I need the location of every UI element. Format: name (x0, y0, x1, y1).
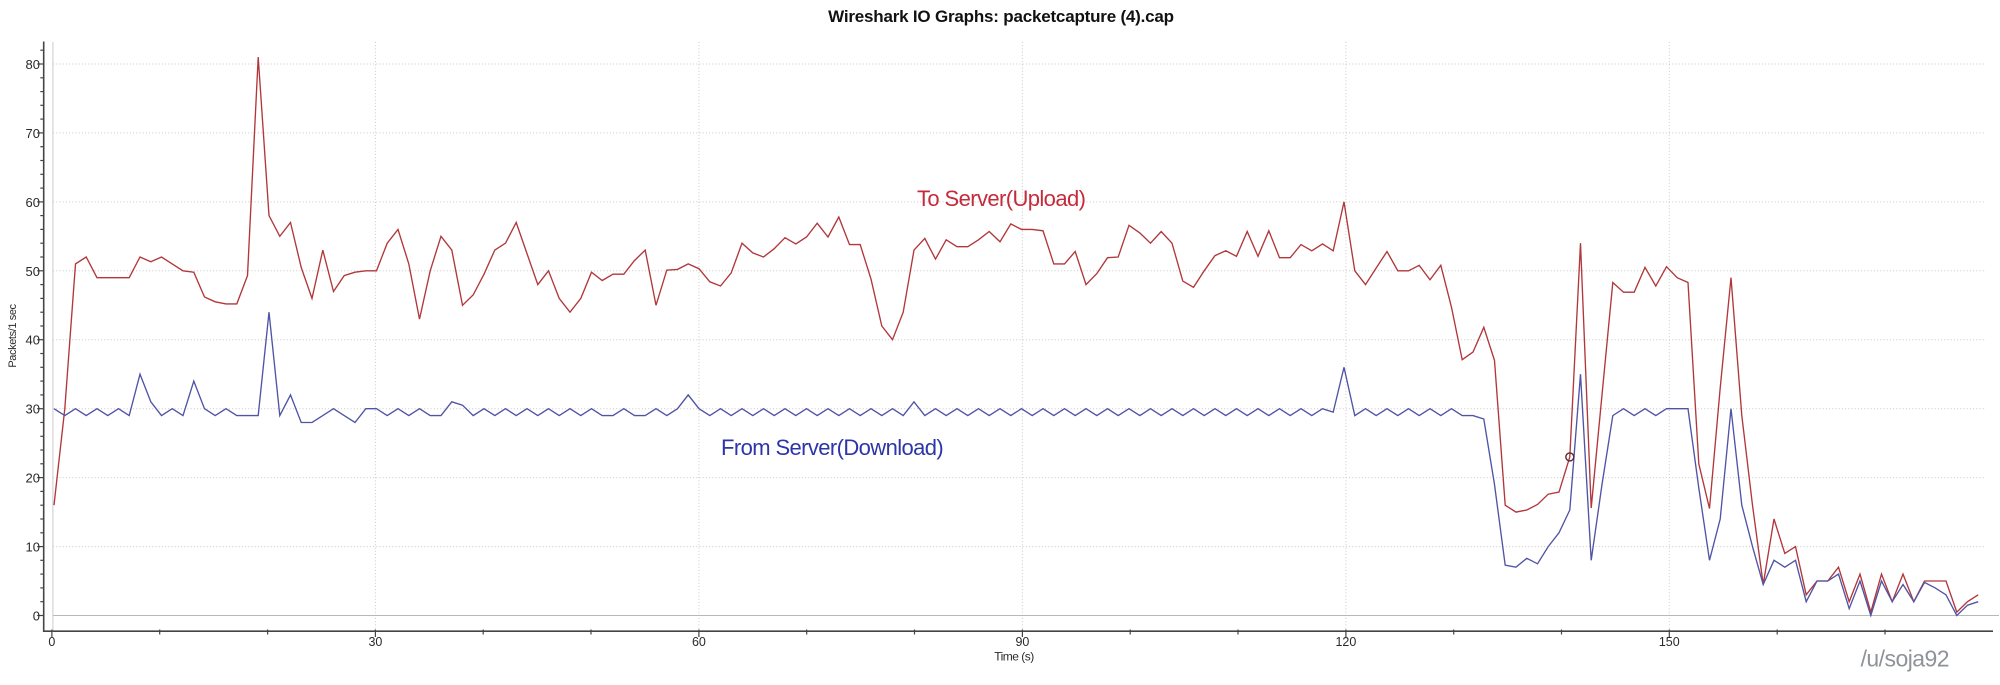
svg-text:Packets/1 sec: Packets/1 sec (7, 303, 19, 367)
svg-text:10: 10 (26, 540, 40, 555)
svg-text:90: 90 (1015, 635, 1029, 649)
svg-text:20: 20 (26, 471, 40, 486)
svg-text:40: 40 (26, 333, 40, 348)
svg-text:From Server(Download): From Server(Download) (721, 435, 943, 460)
svg-text:Time (s): Time (s) (994, 650, 1034, 664)
svg-text:50: 50 (26, 264, 40, 279)
svg-text:120: 120 (1335, 635, 1356, 649)
svg-text:30: 30 (26, 402, 40, 417)
svg-text:/u/soja92: /u/soja92 (1861, 646, 1949, 672)
svg-text:To Server(Upload): To Server(Upload) (917, 186, 1085, 211)
svg-text:80: 80 (26, 57, 40, 72)
svg-text:30: 30 (368, 635, 382, 649)
svg-text:Wireshark IO Graphs: packetcap: Wireshark IO Graphs: packetcapture (4).c… (828, 7, 1174, 26)
svg-text:150: 150 (1659, 635, 1680, 649)
svg-text:0: 0 (48, 635, 55, 649)
svg-text:70: 70 (26, 126, 40, 141)
svg-text:60: 60 (692, 635, 706, 649)
svg-text:0: 0 (33, 609, 40, 624)
svg-text:60: 60 (26, 195, 40, 210)
